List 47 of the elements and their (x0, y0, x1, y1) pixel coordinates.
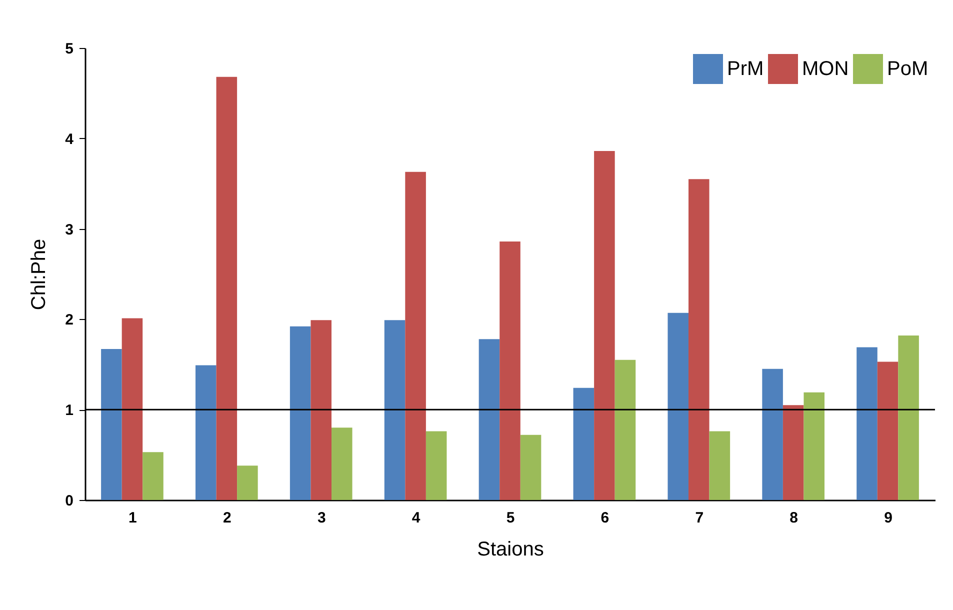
y-tick-label: 0 (65, 492, 74, 510)
bar (688, 179, 710, 500)
x-tick-label: 1 (128, 510, 137, 526)
bar (332, 428, 352, 500)
y-axis-title: Chl:Phe (28, 238, 50, 310)
bar (426, 431, 447, 500)
bar (804, 392, 824, 500)
x-tick-label: 7 (695, 510, 704, 526)
bar (290, 326, 311, 500)
x-tick-label: 3 (317, 510, 326, 526)
x-tick-label: 6 (600, 510, 610, 526)
bar (384, 320, 406, 500)
y-tick-label: 2 (65, 312, 74, 329)
y-tick-label: 3 (65, 221, 74, 238)
legend-label: MON (802, 58, 849, 80)
bar (877, 362, 898, 500)
x-tick-label: 4 (412, 510, 421, 526)
bar (196, 365, 216, 500)
bar (500, 241, 520, 500)
bar (594, 151, 615, 500)
x-tick-label: 9 (884, 510, 892, 526)
bar (478, 339, 500, 500)
y-tick-label: 1 (65, 402, 74, 420)
bar (520, 434, 542, 500)
bar (709, 431, 730, 500)
bar (898, 335, 919, 500)
bar (122, 318, 143, 500)
bar (573, 388, 594, 500)
bar (762, 368, 783, 500)
bar (614, 360, 636, 500)
bar (856, 347, 878, 500)
x-axis-title: Staions (477, 538, 544, 560)
bar (101, 349, 122, 500)
bar (782, 405, 804, 500)
bar (405, 172, 426, 500)
bar (216, 76, 238, 500)
y-tick-label: 5 (65, 40, 74, 58)
x-tick-label: 8 (790, 510, 798, 526)
x-tick-label: 2 (222, 510, 232, 526)
bar (310, 320, 332, 500)
x-tick-label: 5 (506, 510, 515, 526)
bar (668, 312, 688, 500)
bar (142, 452, 164, 500)
legend-label: PoM (887, 58, 928, 80)
legend-label: PrM (727, 58, 764, 80)
y-tick-label: 4 (65, 130, 74, 148)
bar (237, 466, 258, 500)
